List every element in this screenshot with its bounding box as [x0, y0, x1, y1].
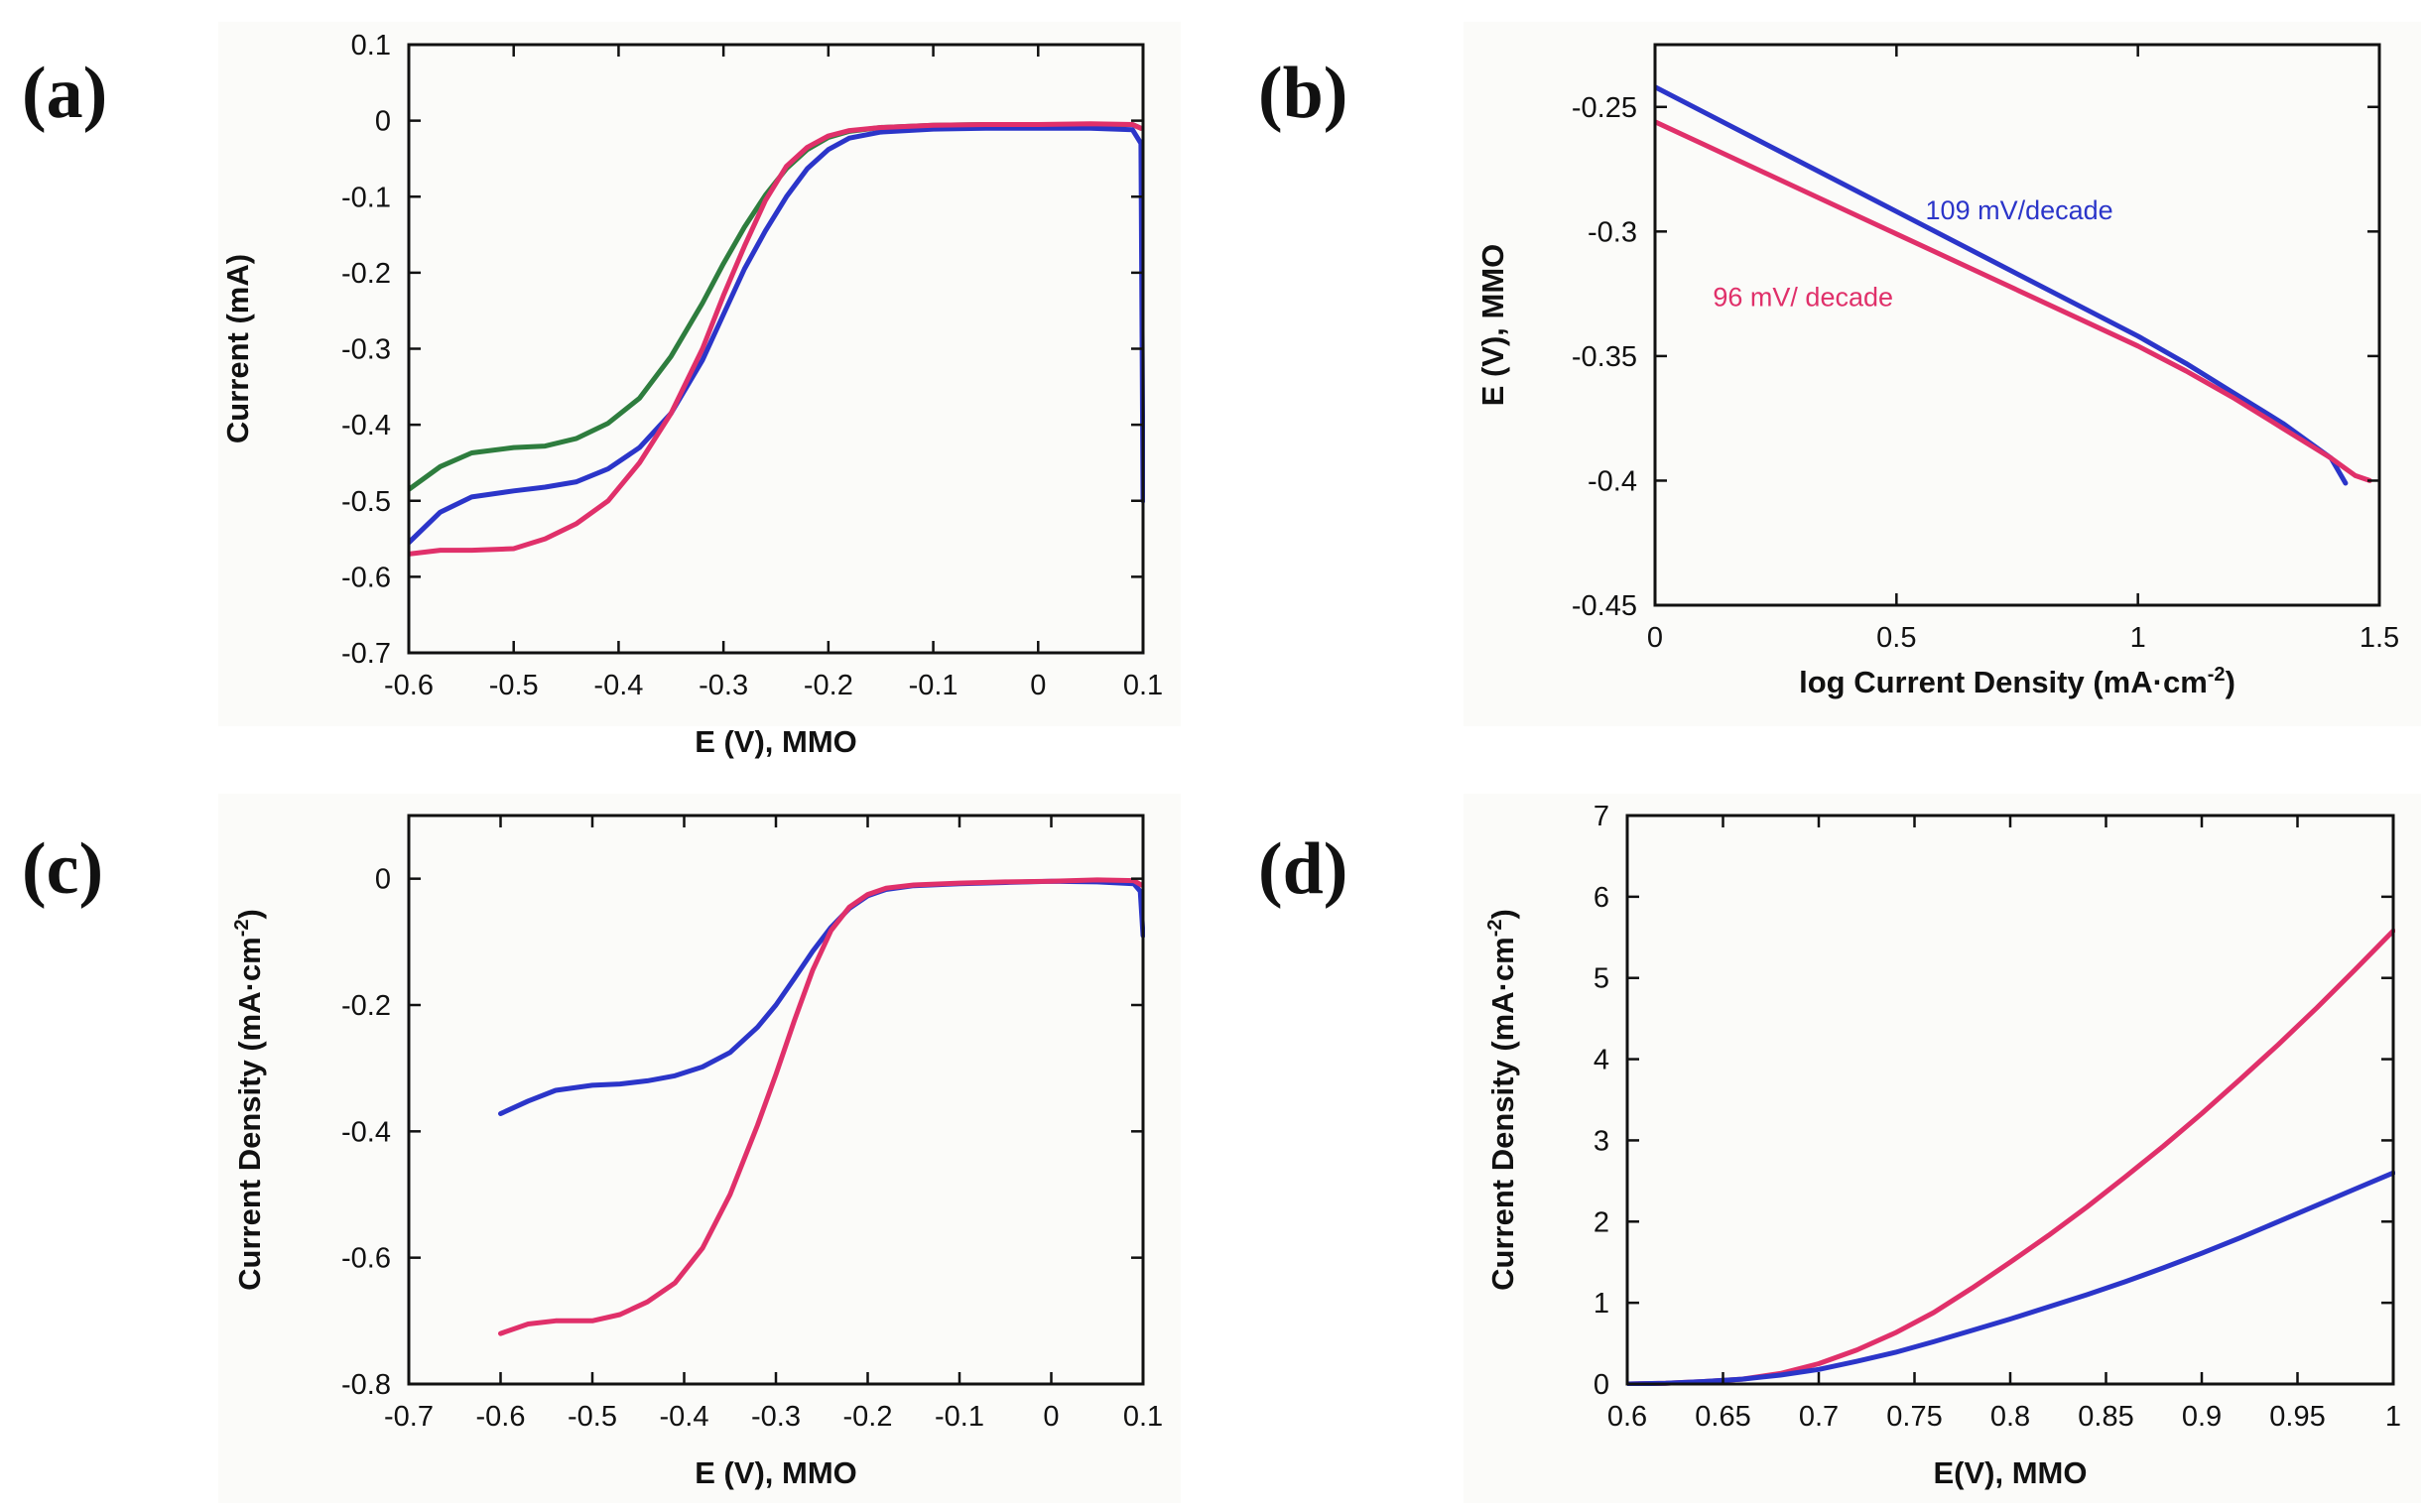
- panel-c-ytick-label: 0: [375, 864, 391, 896]
- panel-b-ytick-label: -0.45: [1572, 590, 1637, 622]
- panel-a-xtick-label: -0.4: [593, 670, 643, 701]
- panel-a-xtick-label: -0.2: [804, 670, 853, 701]
- panel-a-xtick-label: -0.6: [384, 670, 434, 701]
- panel-a-xtick-label: -0.1: [909, 670, 958, 701]
- panel-b-x-axis-title-end: ): [2226, 665, 2235, 699]
- panel-d-xtick-label: 0.7: [1799, 1401, 1839, 1433]
- panel-c-xtick-label: -0.5: [568, 1401, 617, 1433]
- panel-a-xtick-label: 0: [1030, 670, 1046, 701]
- panel-a-ytick-label: -0.3: [341, 334, 391, 366]
- panel-a-ytick-label: -0.2: [341, 258, 391, 290]
- panel-c: (c) -0.7 -0.6 -0.5 -0.4 -0.3 -0.2 -0.1 0 0.1 0 -0.2…: [22, 814, 1163, 1490]
- panel-d-y-axis-title: Current Density (mA·cm-2): [1484, 909, 1520, 1291]
- panel-a-ytick-label: 0: [375, 106, 391, 138]
- panel-d-xtick-label: 0.8: [1990, 1401, 2030, 1433]
- panel-b-xtick-label: 0.5: [1876, 622, 1916, 654]
- panel-b-plot-frame: [1653, 43, 2381, 607]
- panel-b-x-axis-title: log Current Density (mA·cm-2): [1799, 664, 2235, 699]
- panel-a-ytick-label: 0.1: [351, 30, 391, 62]
- panel-a-ytick-label: -0.7: [341, 638, 391, 670]
- panel-b-annotation: 96 mV/ decade: [1713, 283, 1893, 313]
- panel-d-xtick-label: 0.75: [1886, 1401, 1942, 1433]
- panel-b-ytick-label: -0.4: [1588, 465, 1637, 497]
- panel-a: (a) -0.6 -0.5 -0.4 -0.3 -0.2 -0.1 0 0.1 0.1 0 -0.1 -…: [22, 30, 1163, 759]
- panel-c-xtick-label: -0.2: [843, 1401, 893, 1433]
- panel-b: (b) 0 0.5 1 1.5 -0.25 -0.3 -0.35 -0.4 -0.45 log Cu…: [1258, 43, 2399, 699]
- panel-d-ytick-label: 1: [1594, 1288, 1609, 1320]
- panel-d-ytick-label: 2: [1594, 1206, 1609, 1238]
- panel-b-xtick-label: 1: [2130, 622, 2146, 654]
- panel-d: (d) 0.6 0.65 0.7 0.75 0.8 0.85 0.9 0.95 1 0 1 2 3 4 5 6 7…: [1258, 801, 2401, 1490]
- panel-d-y-axis-title-end: ): [1485, 909, 1520, 919]
- panel-c-ytick-label: -0.8: [341, 1369, 391, 1401]
- panel-c-xtick-label: -0.1: [935, 1401, 984, 1433]
- panel-a-ytick-label: -0.1: [341, 182, 391, 213]
- panel-b-ytick-label: -0.25: [1572, 92, 1637, 124]
- panel-a-ytick-label: -0.6: [341, 562, 391, 593]
- panel-a-series-pink: [409, 121, 1144, 557]
- panel-b-y-axis-title: E (V), MMO: [1475, 244, 1510, 407]
- panel-c-ytick-label: -0.2: [341, 990, 391, 1022]
- panel-c-xtick-label: 0: [1043, 1401, 1059, 1433]
- panel-c-y-axis-title-sup: -2: [231, 919, 253, 937]
- panel-d-ytick-label: 4: [1594, 1045, 1609, 1076]
- panel-d-xtick-label: 0.9: [2182, 1401, 2222, 1433]
- panel-b-ytick-label: -0.35: [1572, 341, 1637, 373]
- panel-d-series-blue: [1627, 1170, 2395, 1386]
- panel-a-xtick-label: 0.1: [1123, 670, 1163, 701]
- panel-c-y-axis-title: Current Density (mA·cm-2): [231, 909, 267, 1291]
- panel-a-series-blue: [409, 125, 1145, 546]
- panel-c-xtick-label: -0.4: [660, 1401, 709, 1433]
- panel-c-series-pink: [498, 877, 1144, 1336]
- panel-b-annotation: 109 mV/decade: [1926, 195, 2113, 225]
- panel-c-xtick-label: -0.6: [476, 1401, 526, 1433]
- panel-d-x-axis-title: E(V), MMO: [1934, 1455, 2088, 1490]
- panel-d-xtick-label: 0.95: [2269, 1401, 2325, 1433]
- panel-d-xtick-label: 1: [2385, 1401, 2401, 1433]
- panel-b-series-blue: [1655, 84, 2349, 486]
- panel-b-xtick-label: 1.5: [2360, 622, 2399, 654]
- panel-c-xtick-label: -0.7: [384, 1401, 434, 1433]
- panel-b-series-pink: [1655, 119, 2372, 483]
- panel-c-xtick-label: -0.3: [751, 1401, 801, 1433]
- panel-a-xtick-label: -0.3: [699, 670, 748, 701]
- panel-c-y-axis-title-end: ): [232, 909, 267, 919]
- panel-c-ytick-label: -0.6: [341, 1243, 391, 1275]
- panel-d-ytick-label: 3: [1594, 1125, 1609, 1157]
- panel-d-ytick-label: 5: [1594, 963, 1609, 995]
- panel-c-x-axis-title: E (V), MMO: [695, 1455, 857, 1490]
- panel-a-ytick-label: -0.4: [341, 410, 391, 441]
- panel-a-label: (a): [22, 53, 107, 134]
- panel-b-background: [1464, 22, 2421, 726]
- panel-d-ytick-label: 6: [1594, 882, 1609, 914]
- panel-a-ytick-label: -0.5: [341, 486, 391, 518]
- panel-b-xtick-label: 0: [1647, 622, 1663, 654]
- panel-c-xtick-label: 0.1: [1123, 1401, 1163, 1433]
- panel-a-y-axis-title: Current (mA): [220, 254, 255, 443]
- panel-d-xtick-label: 0.6: [1607, 1401, 1647, 1433]
- panel-b-ytick-label: -0.3: [1588, 216, 1637, 248]
- panel-d-xtick-label: 0.85: [2078, 1401, 2133, 1433]
- panel-c-ytick-label: -0.4: [341, 1116, 391, 1148]
- panel-a-xtick-label: -0.5: [489, 670, 539, 701]
- panel-a-background: [218, 22, 1181, 726]
- panel-a-x-axis-title: E (V), MMO: [695, 724, 857, 759]
- panel-c-label: (c): [22, 828, 103, 910]
- panel-d-xtick-label: 0.65: [1695, 1401, 1750, 1433]
- panel-b-x-axis-title-sup: -2: [2208, 664, 2226, 686]
- panel-b-label: (b): [1258, 53, 1347, 134]
- panel-d-y-axis-title-sup: -2: [1484, 919, 1506, 937]
- panel-d-label: (d): [1258, 828, 1347, 910]
- panel-d-ytick-label: 7: [1594, 801, 1609, 832]
- panel-d-ytick-label: 0: [1594, 1369, 1609, 1401]
